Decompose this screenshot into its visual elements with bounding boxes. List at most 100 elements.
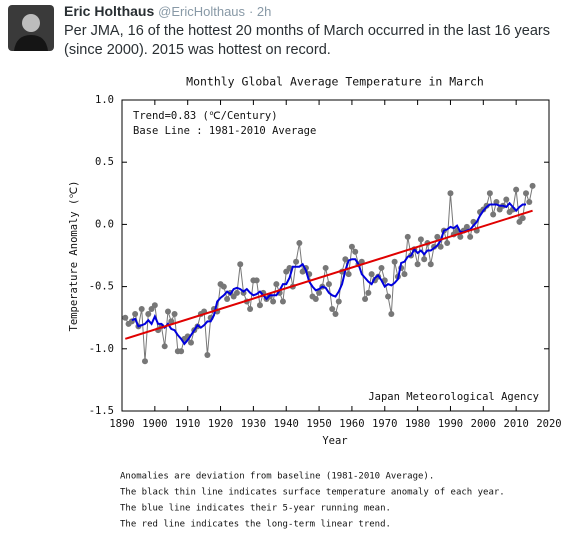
- data-point: [486, 190, 493, 197]
- x-tick-label: 2010: [504, 418, 529, 430]
- data-point: [404, 233, 411, 240]
- data-point: [322, 264, 329, 271]
- plot-frame: [121, 99, 550, 412]
- data-point: [513, 186, 520, 193]
- data-point: [434, 233, 441, 240]
- tweet-header: Eric Holthaus @EricHolthaus · 2h: [64, 3, 271, 19]
- chart-title: Monthly Global Average Temperature in Ma…: [186, 75, 484, 89]
- x-tick-label: 1940: [274, 418, 299, 430]
- x-tick-label: 1970: [372, 418, 397, 430]
- data-point: [401, 271, 408, 278]
- data-point: [421, 256, 428, 263]
- annotation: Trend=0.83 (℃/Century): [133, 110, 278, 122]
- y-tick-label: 1.0: [95, 94, 114, 106]
- note: Anomalies are deviation from baseline (1…: [120, 472, 434, 482]
- data-point: [132, 310, 139, 317]
- x-tick-label: 1990: [438, 418, 463, 430]
- data-point: [178, 348, 185, 355]
- data-point: [256, 302, 263, 309]
- data-point: [368, 271, 375, 278]
- data-point: [523, 190, 530, 197]
- y-axis-label: Temperature Anomaly (℃): [68, 181, 80, 332]
- x-tick-label: 2000: [471, 418, 496, 430]
- avatar[interactable]: [8, 5, 54, 51]
- x-axis-label: Year: [322, 435, 347, 447]
- data-point: [122, 314, 129, 321]
- data-point: [253, 277, 260, 284]
- data-point: [457, 233, 464, 240]
- note: The black thin line indicates surface te…: [120, 488, 505, 498]
- data-point: [385, 293, 392, 300]
- data-point: [378, 264, 385, 271]
- data-point: [187, 339, 194, 346]
- data-point: [296, 240, 303, 247]
- data-point: [467, 233, 474, 240]
- y-tick-label: -1.5: [89, 405, 114, 417]
- data-point: [220, 283, 227, 290]
- data-point: [503, 196, 510, 203]
- data-point: [171, 310, 178, 317]
- user-name[interactable]: Eric Holthaus: [64, 3, 155, 19]
- data-point: [391, 258, 398, 265]
- tweet-text: Per JMA, 16 of the hottest 20 months of …: [64, 23, 550, 58]
- data-point: [427, 261, 434, 268]
- data-point: [224, 296, 231, 303]
- data-point: [388, 310, 395, 317]
- data-point: [164, 308, 171, 315]
- y-tick-label: 0.5: [95, 156, 114, 168]
- data-point: [519, 215, 526, 222]
- data-point: [342, 256, 349, 263]
- data-point: [526, 199, 533, 206]
- data-point: [138, 305, 145, 312]
- x-tick-label: 2020: [536, 418, 561, 430]
- data-point: [316, 289, 323, 296]
- data-point: [447, 190, 454, 197]
- data-point: [279, 298, 286, 305]
- x-tick-label: 1960: [339, 418, 364, 430]
- data-point: [329, 305, 336, 312]
- y-tick-label: 0.0: [95, 218, 114, 230]
- data-point: [247, 305, 254, 312]
- data-point: [237, 261, 244, 268]
- note: The red line indicates the long-term lin…: [120, 520, 391, 530]
- data-point: [312, 296, 319, 303]
- timestamp[interactable]: · 2h: [248, 4, 272, 19]
- data-point: [352, 248, 359, 255]
- annotation: Japan Meteorological Agency: [368, 391, 539, 403]
- user-handle[interactable]: @EricHolthaus: [158, 4, 246, 19]
- x-tick-label: 1950: [306, 418, 331, 430]
- data-point: [463, 223, 470, 230]
- data-point: [141, 358, 148, 365]
- data-point: [348, 243, 355, 250]
- x-tick-label: 1930: [241, 418, 266, 430]
- data-point: [293, 258, 300, 265]
- data-point: [332, 310, 339, 317]
- data-point: [529, 182, 536, 189]
- data-point: [414, 261, 421, 268]
- x-tick-label: 1910: [175, 418, 200, 430]
- data-point: [161, 343, 168, 350]
- data-point: [362, 296, 369, 303]
- data-point: [335, 298, 342, 305]
- series-line: [131, 201, 527, 346]
- data-point: [490, 211, 497, 218]
- x-tick-label: 1920: [208, 418, 233, 430]
- data-point: [233, 289, 240, 296]
- data-point: [345, 271, 352, 278]
- data-point: [325, 281, 332, 288]
- x-tick-label: 1980: [405, 418, 430, 430]
- data-point: [151, 302, 158, 309]
- trend-line: [124, 209, 533, 340]
- y-tick-label: -1.0: [89, 343, 114, 355]
- annotation: Base Line : 1981-2010 Average: [133, 125, 316, 137]
- data-point: [145, 310, 152, 317]
- data-point: [270, 298, 277, 305]
- data-point: [365, 289, 372, 296]
- data-point: [444, 240, 451, 247]
- x-tick-label: 1900: [142, 418, 167, 430]
- data-point: [273, 281, 280, 288]
- x-tick-label: 1890: [109, 418, 134, 430]
- note: The blue line indicates their 5-year run…: [120, 504, 391, 514]
